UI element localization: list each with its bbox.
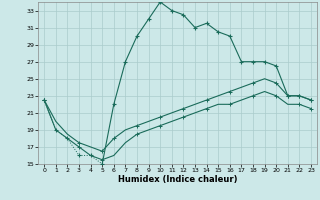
X-axis label: Humidex (Indice chaleur): Humidex (Indice chaleur) xyxy=(118,175,237,184)
